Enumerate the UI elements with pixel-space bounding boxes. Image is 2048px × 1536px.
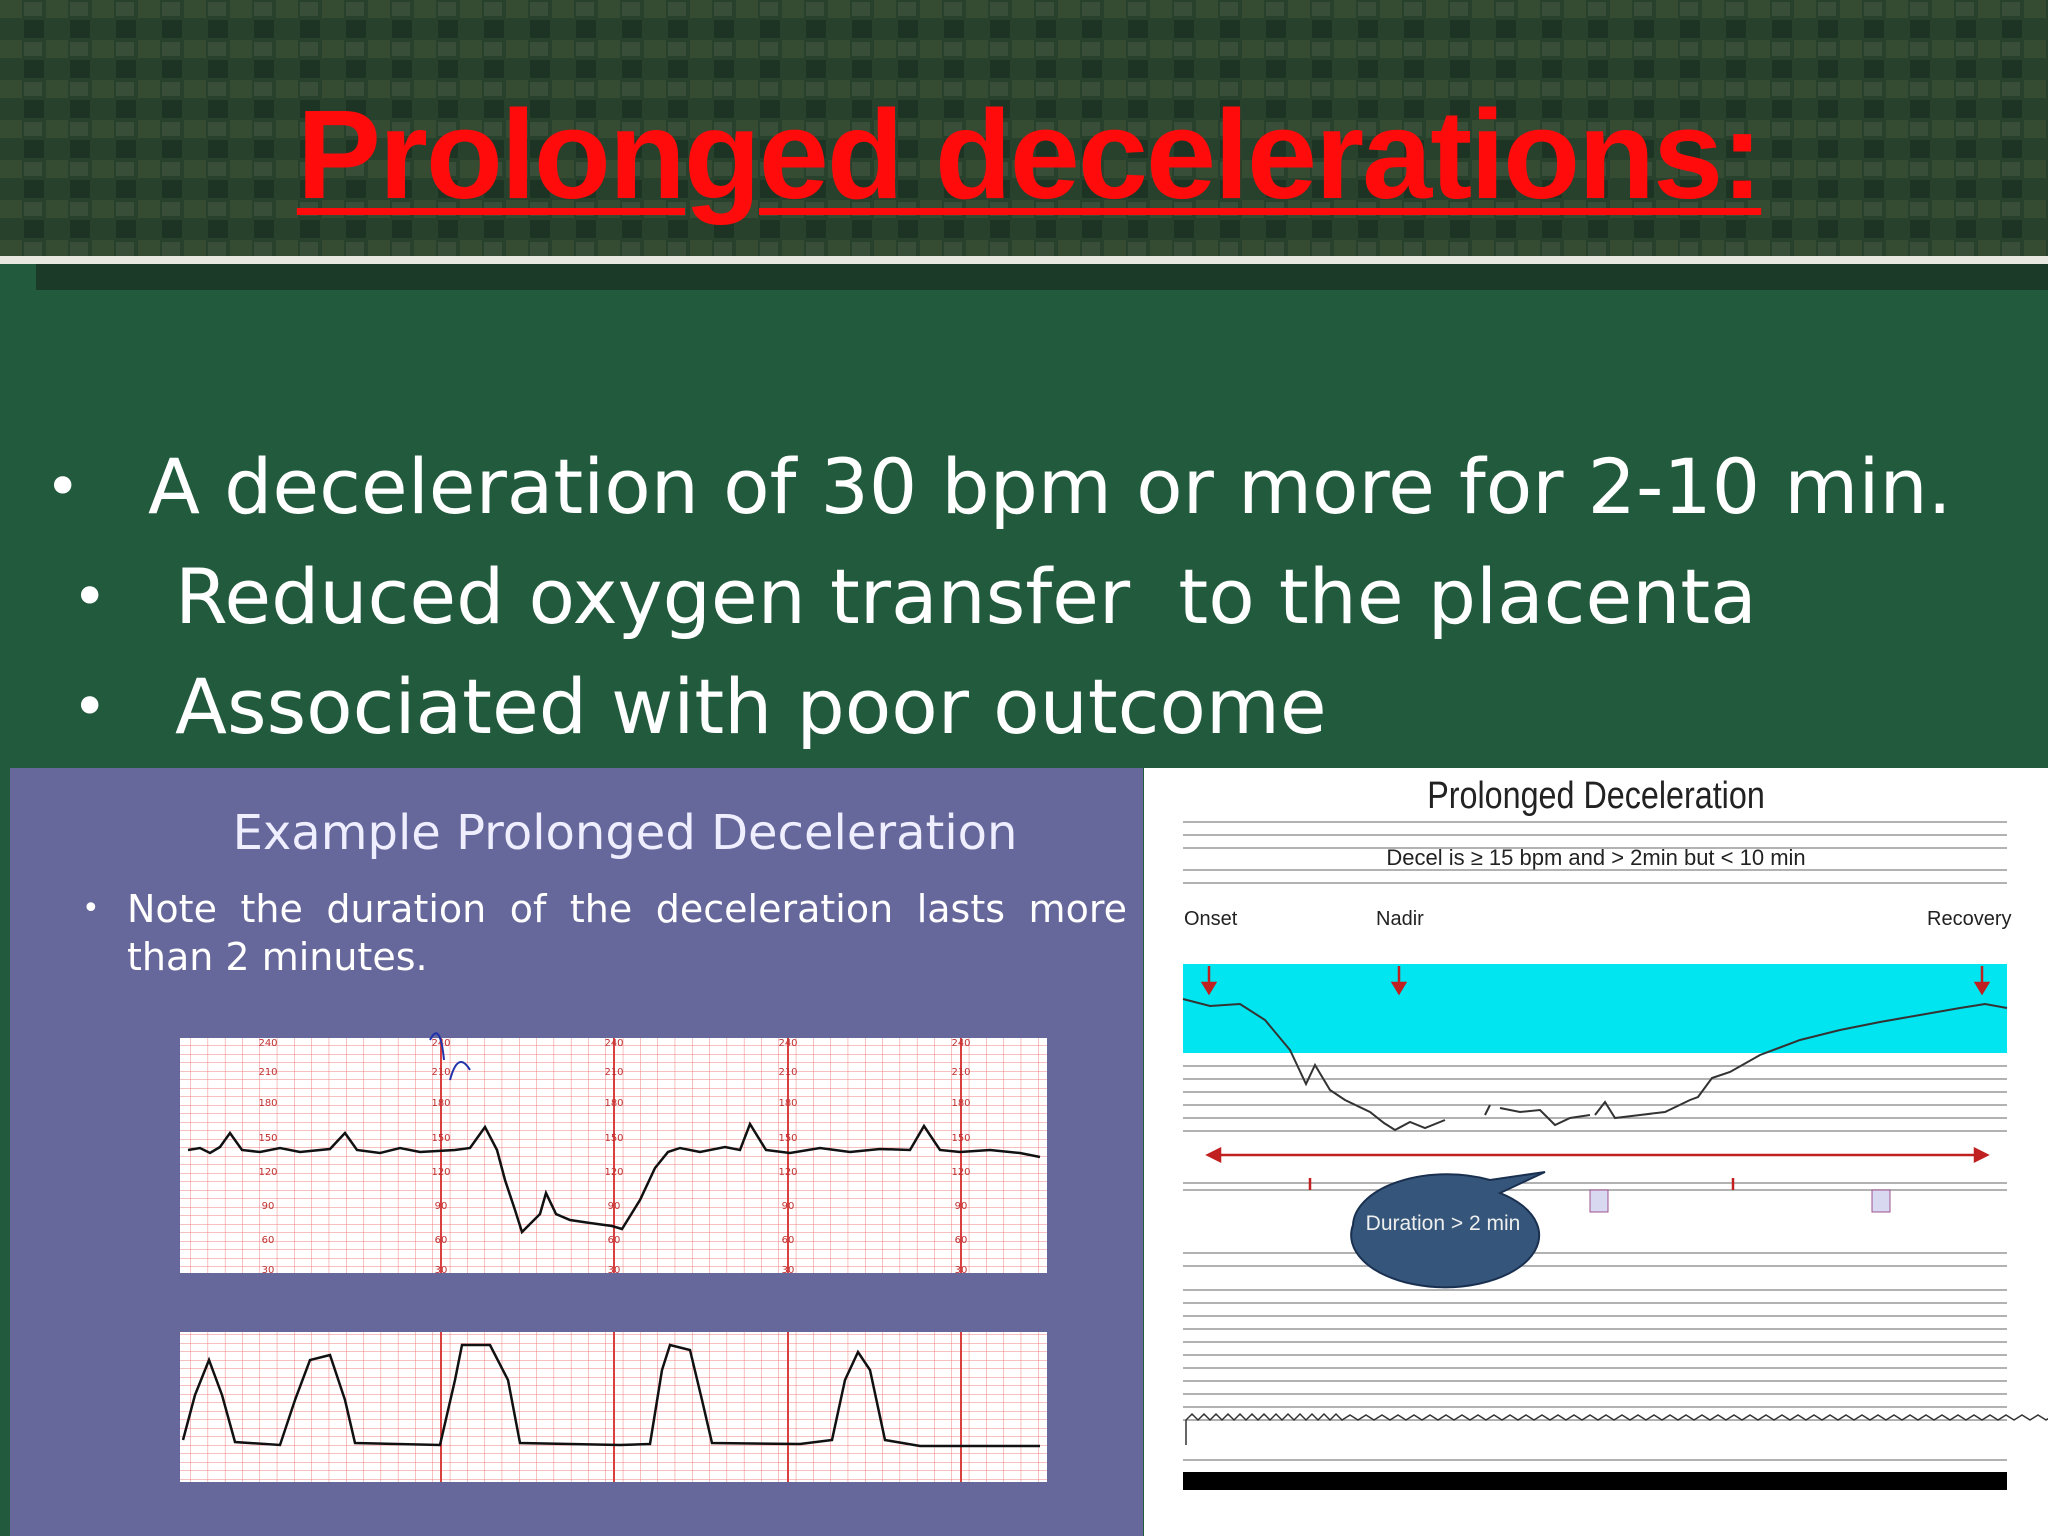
ctg-scale-label: 90 bbox=[782, 1201, 795, 1212]
ctg-scale-label: 210 bbox=[778, 1067, 797, 1078]
panel-title: Example Prolonged Deceleration bbox=[232, 805, 1018, 861]
ctg-scale-label: 180 bbox=[604, 1098, 623, 1109]
ctg-scale-label: 90 bbox=[955, 1201, 968, 1212]
panel-note: Note the duration of the deceleration la… bbox=[82, 885, 1127, 981]
ctg-scale-label: 90 bbox=[262, 1201, 275, 1212]
ctg-scale-label: 150 bbox=[604, 1133, 623, 1144]
diagram-label: Nadir bbox=[1376, 908, 1424, 930]
ctg-scale-label: 150 bbox=[258, 1133, 277, 1144]
ctg-scale-label: 150 bbox=[431, 1133, 450, 1144]
ctg-scale-label: 120 bbox=[431, 1167, 450, 1178]
callout-text: Duration > 2 min bbox=[1365, 1212, 1521, 1235]
ctg-scale-label: 180 bbox=[778, 1098, 797, 1109]
ctg-scale-label: 240 bbox=[258, 1038, 277, 1049]
ctg-scale-label: 240 bbox=[778, 1038, 797, 1049]
ctg-scale-label: 120 bbox=[604, 1167, 623, 1178]
ctg-scale-label: 120 bbox=[778, 1167, 797, 1178]
prolonged-decel-diagram bbox=[1182, 821, 2048, 1490]
slide-title: Prolonged decelerations: bbox=[296, 84, 1763, 225]
right-panel bbox=[1144, 768, 2048, 1536]
ctg-strip: 240 210 180 150 120 90 60 30 240 210 180 150 120 90 60… bbox=[180, 1032, 1047, 1482]
bullet-list: A deceleration of 30 bpm or more for 2-1… bbox=[40, 432, 1952, 762]
bullet: Associated with poor outcome bbox=[40, 652, 1952, 762]
ctg-scale-label: 150 bbox=[778, 1133, 797, 1144]
ctg-scale-label: 180 bbox=[258, 1098, 277, 1109]
diagram-label: Onset bbox=[1184, 908, 1238, 930]
ctg-scale-label: 180 bbox=[951, 1098, 970, 1109]
ctg-scale-label: 30 bbox=[782, 1265, 795, 1276]
ctg-scale-label: 210 bbox=[258, 1067, 277, 1078]
ctg-scale-label: 210 bbox=[951, 1067, 970, 1078]
header-rule bbox=[0, 256, 2048, 264]
ctg-scale-label: 90 bbox=[608, 1201, 621, 1212]
ctg-scale-label: 240 bbox=[604, 1038, 623, 1049]
ctg-scale-label: 60 bbox=[955, 1235, 968, 1246]
ctg-scale-label: 60 bbox=[262, 1235, 275, 1246]
header-texture bbox=[0, 0, 2048, 260]
ctg-scale-label: 210 bbox=[431, 1067, 450, 1078]
ctg-scale-label: 60 bbox=[608, 1235, 621, 1246]
ctg-scale-label: 210 bbox=[604, 1067, 623, 1078]
diagram-label: Recovery bbox=[1927, 908, 2012, 930]
diagram-subtitle: Decel is ≥ 15 bpm and > 2min but < 10 mi… bbox=[1386, 845, 1806, 870]
ctg-scale-label: 120 bbox=[258, 1167, 277, 1178]
ctg-scale-label: 30 bbox=[955, 1265, 968, 1276]
ctg-scale-label: 60 bbox=[435, 1235, 448, 1246]
ctg-scale-label: 30 bbox=[435, 1265, 448, 1276]
bullet: A deceleration of 30 bpm or more for 2-1… bbox=[40, 432, 1952, 542]
bullet: Reduced oxygen transfer to the placenta bbox=[40, 542, 1952, 652]
ctg-scale-label: 30 bbox=[262, 1265, 275, 1276]
ctg-scale-label: 150 bbox=[951, 1133, 970, 1144]
ctg-scale-label: 120 bbox=[951, 1167, 970, 1178]
ctg-scale-label: 180 bbox=[431, 1098, 450, 1109]
ctg-scale-label: 30 bbox=[608, 1265, 621, 1276]
ctg-scale-label: 240 bbox=[951, 1038, 970, 1049]
diagram-title: Prolonged Deceleration bbox=[1427, 775, 1765, 817]
ctg-scale-label: 60 bbox=[782, 1235, 795, 1246]
ctg-scale-label: 90 bbox=[435, 1201, 448, 1212]
